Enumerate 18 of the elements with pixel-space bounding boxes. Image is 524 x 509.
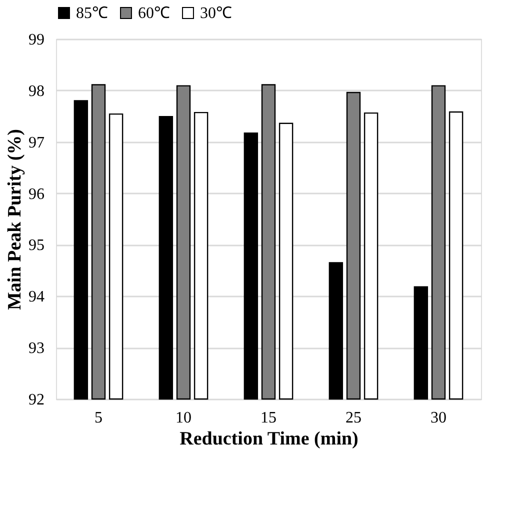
y-tick-label: 97 — [28, 134, 44, 152]
y-tick-label: 92 — [28, 392, 44, 408]
y-tick-label: 94 — [28, 288, 44, 306]
y-tick-label: 99 — [28, 32, 44, 48]
legend-label: 60℃ — [138, 5, 170, 22]
x-tick-label: 10 — [176, 410, 192, 426]
x-tick-label: 25 — [346, 410, 362, 426]
x-tick-label: 5 — [94, 410, 102, 426]
legend-label: 85℃ — [76, 5, 108, 22]
y-axis-title: Main Peak Purity (%) — [4, 128, 26, 310]
x-tick-label: 30 — [430, 410, 446, 426]
y-tick-label: 95 — [28, 237, 44, 254]
y-tick-label: 96 — [28, 186, 44, 203]
y-tick-label: 98 — [28, 82, 44, 100]
y-tick-label: 93 — [28, 340, 44, 358]
legend-label: 30℃ — [200, 5, 232, 22]
x-tick-label: 15 — [260, 410, 276, 426]
x-axis-title: Reduction Time (min) — [180, 428, 358, 450]
